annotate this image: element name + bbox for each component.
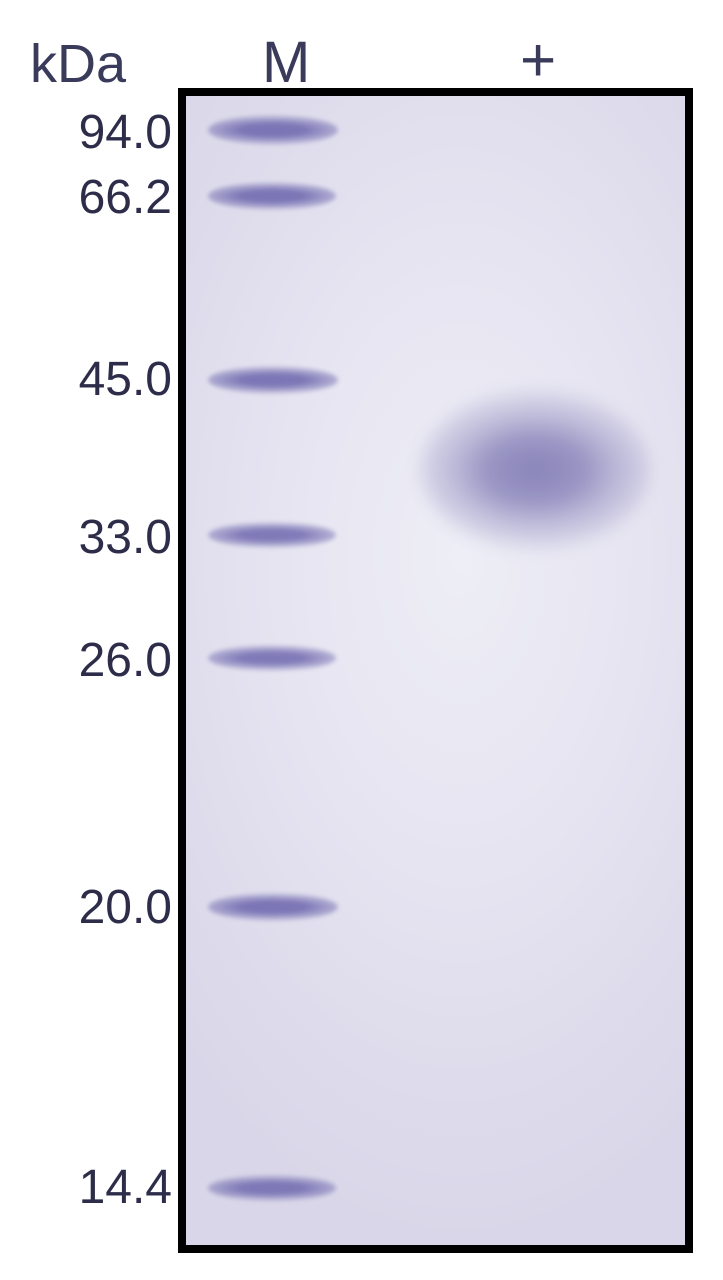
marker-label-4: 26.0 — [0, 633, 172, 688]
marker-label-3: 33.0 — [0, 510, 172, 565]
lane-label-sample: + — [520, 25, 556, 96]
marker-band-4 — [208, 645, 336, 671]
marker-band-6 — [208, 1175, 336, 1201]
marker-label-1: 66.2 — [0, 170, 172, 225]
marker-label-5: 20.0 — [0, 880, 172, 935]
header-row: kDa M + — [0, 15, 723, 85]
gel-figure-container: kDa M + 94.0 66.2 45.0 33.0 26.0 20.0 14… — [0, 0, 723, 1280]
sample-band — [420, 390, 650, 550]
marker-label-0: 94.0 — [0, 105, 172, 160]
lane-label-marker: M — [262, 29, 310, 96]
marker-band-3 — [208, 522, 336, 548]
marker-band-0 — [208, 115, 338, 145]
marker-label-2: 45.0 — [0, 352, 172, 407]
marker-label-6: 14.4 — [0, 1160, 172, 1215]
marker-band-5 — [208, 893, 338, 921]
unit-label: kDa — [30, 33, 126, 95]
marker-band-2 — [208, 366, 338, 394]
marker-band-1 — [208, 182, 336, 210]
